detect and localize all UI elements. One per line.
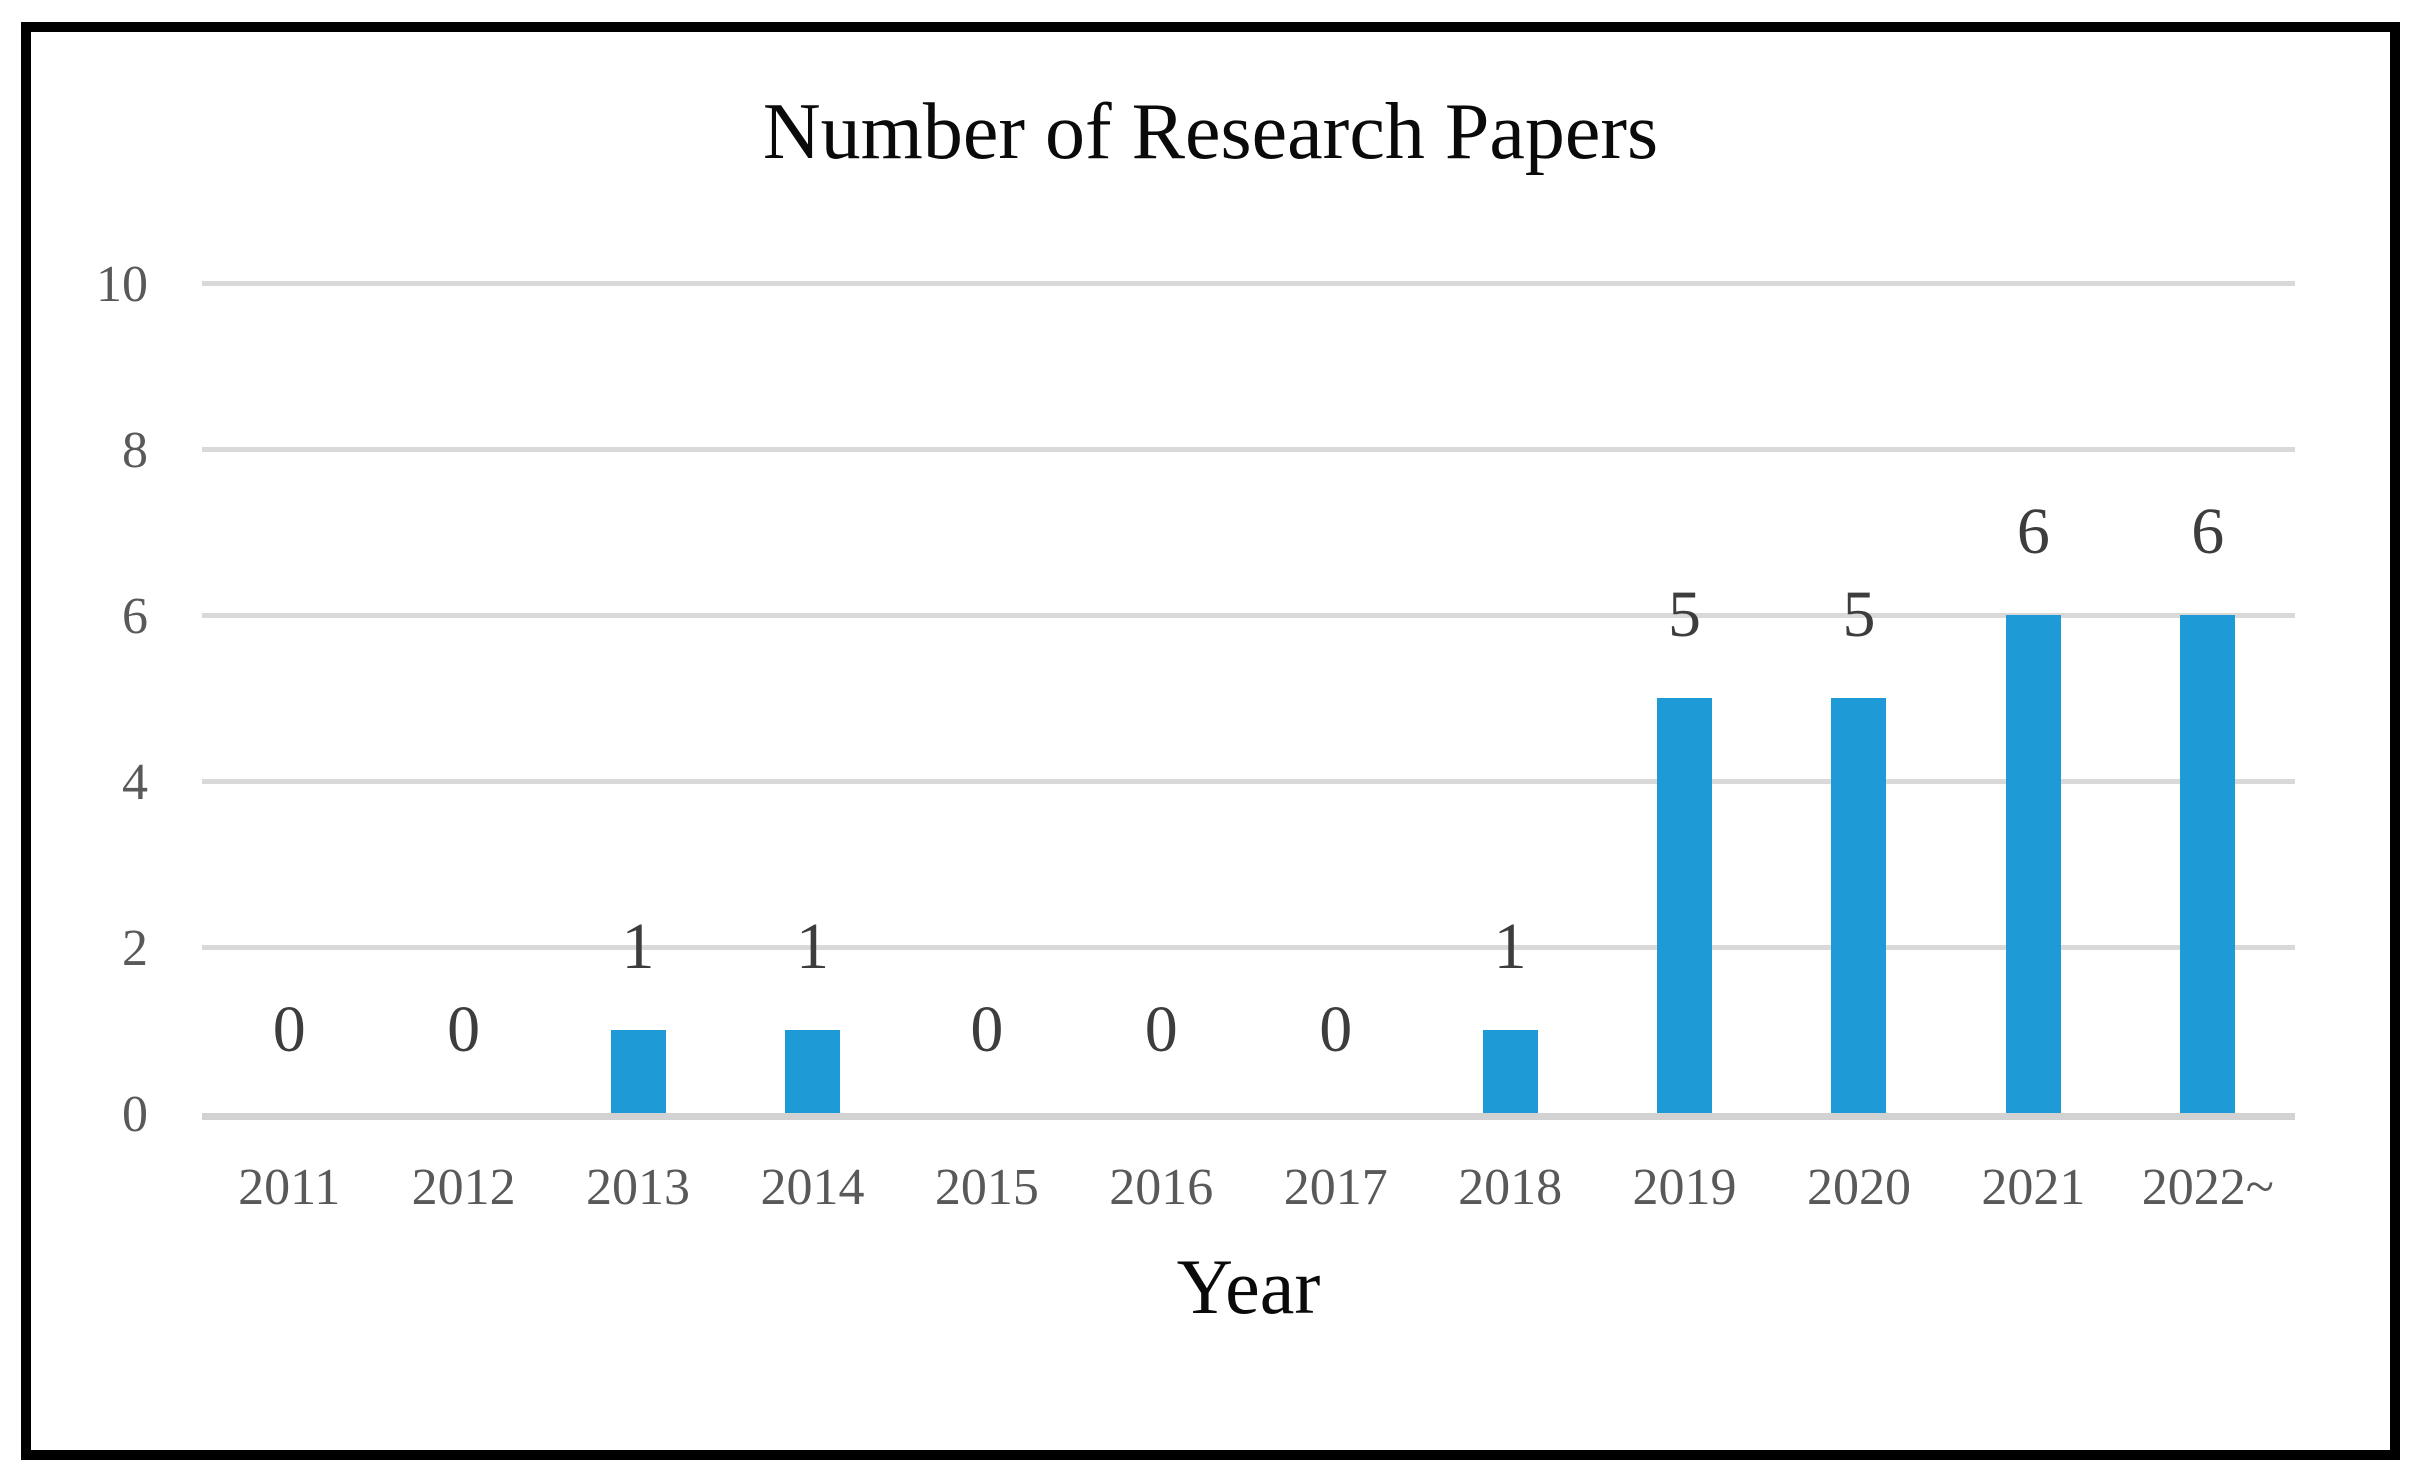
- gridline: [202, 281, 2295, 286]
- y-tick-label: 2: [122, 920, 148, 977]
- x-tick-label: 2022~: [2141, 1159, 2274, 1216]
- bar: [610, 1030, 666, 1113]
- x-tick-label: 2013: [586, 1159, 691, 1216]
- x-tick-label: 2015: [934, 1159, 1039, 1216]
- gridline: [202, 447, 2295, 452]
- bar: [1657, 698, 1713, 1113]
- x-tick-label: 2021: [1981, 1159, 2086, 1216]
- x-tick-label: 2012: [411, 1159, 516, 1216]
- bar-value-label: 1: [795, 910, 829, 983]
- bar-value-label: 0: [970, 993, 1004, 1066]
- bar-value-label: 6: [2016, 495, 2050, 568]
- bar: [784, 1030, 840, 1113]
- bar: [1482, 1030, 1538, 1113]
- bar-value-label: 0: [1144, 993, 1178, 1066]
- bar-value-label: 0: [447, 993, 481, 1066]
- x-tick-label: 2016: [1109, 1159, 1214, 1216]
- x-tick-label: 2020: [1806, 1159, 1911, 1216]
- gridline: [202, 945, 2295, 950]
- chart-title: Number of Research Papers: [762, 88, 1659, 176]
- x-tick-label: 2019: [1632, 1159, 1737, 1216]
- y-tick-label: 4: [122, 754, 148, 811]
- y-tick-label: 8: [122, 422, 148, 479]
- y-tick-label: 10: [96, 256, 148, 313]
- x-tick-label: 2014: [760, 1159, 865, 1216]
- x-tick-label: 2017: [1283, 1159, 1388, 1216]
- bar: [2005, 615, 2061, 1113]
- bar: [1831, 698, 1887, 1113]
- bar-value-label: 5: [1842, 578, 1876, 651]
- bar-value-label: 1: [1493, 910, 1527, 983]
- x-tick-label: 2018: [1458, 1159, 1563, 1216]
- x-tick-label: 2011: [238, 1159, 341, 1216]
- bar-value-label: 0: [272, 993, 306, 1066]
- bar: [2180, 615, 2236, 1113]
- bar-value-label: 1: [621, 910, 655, 983]
- x-axis-line: [202, 1113, 2295, 1120]
- bar-value-label: 6: [2191, 495, 2225, 568]
- y-tick-label: 6: [122, 588, 148, 645]
- bar-value-label: 0: [1319, 993, 1353, 1066]
- x-axis-title: Year: [1176, 1243, 1321, 1330]
- gridline: [202, 613, 2295, 618]
- gridline: [202, 779, 2295, 784]
- bar-value-label: 5: [1668, 578, 1702, 651]
- y-tick-label: 0: [122, 1086, 148, 1143]
